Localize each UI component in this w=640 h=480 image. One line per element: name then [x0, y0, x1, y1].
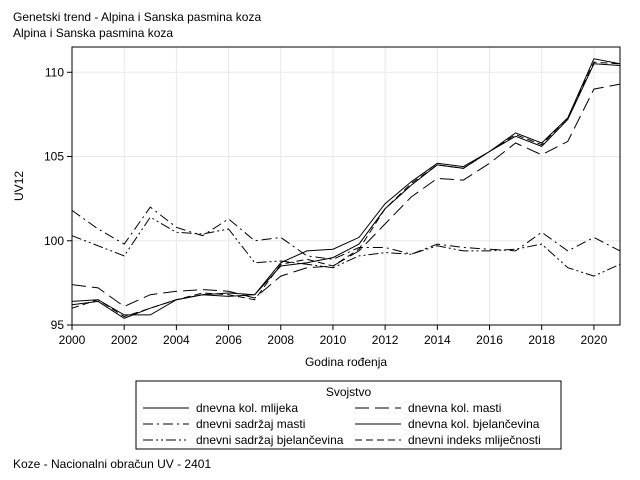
x-tick-label: 2000 — [59, 333, 86, 347]
y-tick-label: 110 — [45, 65, 64, 79]
x-tick-label: 2010 — [320, 333, 347, 347]
series-layer — [71, 58, 621, 319]
series-line-5 — [71, 216, 621, 277]
legend: Svojstvo dnevna kol. mlijeka dnevna kol. … — [135, 380, 562, 450]
x-tick-label: 2014 — [424, 333, 451, 347]
series-line-2 — [71, 83, 621, 308]
legend-label: dnevna kol. bjelančevina — [408, 417, 540, 431]
x-tick-label: 2020 — [581, 333, 608, 347]
legend-label: dnevna kol. masti — [408, 401, 501, 415]
series-line-4 — [71, 63, 621, 316]
y-tick-label: 105 — [44, 150, 64, 164]
series-line-3 — [71, 206, 621, 260]
legend-title: Svojstvo — [326, 385, 372, 399]
legend-label: dnevni sadržaj bjelančevina — [196, 433, 344, 447]
legend-label: dnevni sadržaj masti — [196, 417, 305, 431]
axes: 2000 2002 2004 2006 2008 2010 2012 2014 2016 2018… — [44, 65, 608, 347]
y-tick-label: 95 — [51, 318, 65, 332]
x-tick-label: 2008 — [267, 333, 294, 347]
series-line-1 — [71, 58, 621, 319]
legend-label: dnevna kol. mlijeka — [196, 401, 298, 415]
x-tick-label: 2012 — [372, 333, 399, 347]
x-axis-label: Godina rođenja — [305, 355, 387, 369]
chart-title: Genetski trend - Alpina i Sanska pasmina… — [13, 10, 262, 24]
series-line-6 — [71, 61, 621, 318]
y-axis-label: UV12 — [12, 171, 26, 201]
x-tick-label: 2002 — [111, 333, 138, 347]
legend-label: dnevni indeks mliječnosti — [408, 433, 541, 447]
x-tick-label: 2006 — [215, 333, 242, 347]
legend-box — [135, 380, 562, 450]
chart-subtitle: Alpina i Sanska pasmina koza — [13, 26, 174, 40]
x-tick-label: 2004 — [163, 333, 190, 347]
y-tick-label: 100 — [44, 234, 64, 248]
grid-lines — [71, 47, 620, 326]
footnote: Koze - Nacionalni obračun UV - 2401 — [13, 457, 212, 471]
x-tick-label: 2018 — [528, 333, 555, 347]
plot-frame — [71, 46, 621, 326]
x-tick-label: 2016 — [476, 333, 503, 347]
